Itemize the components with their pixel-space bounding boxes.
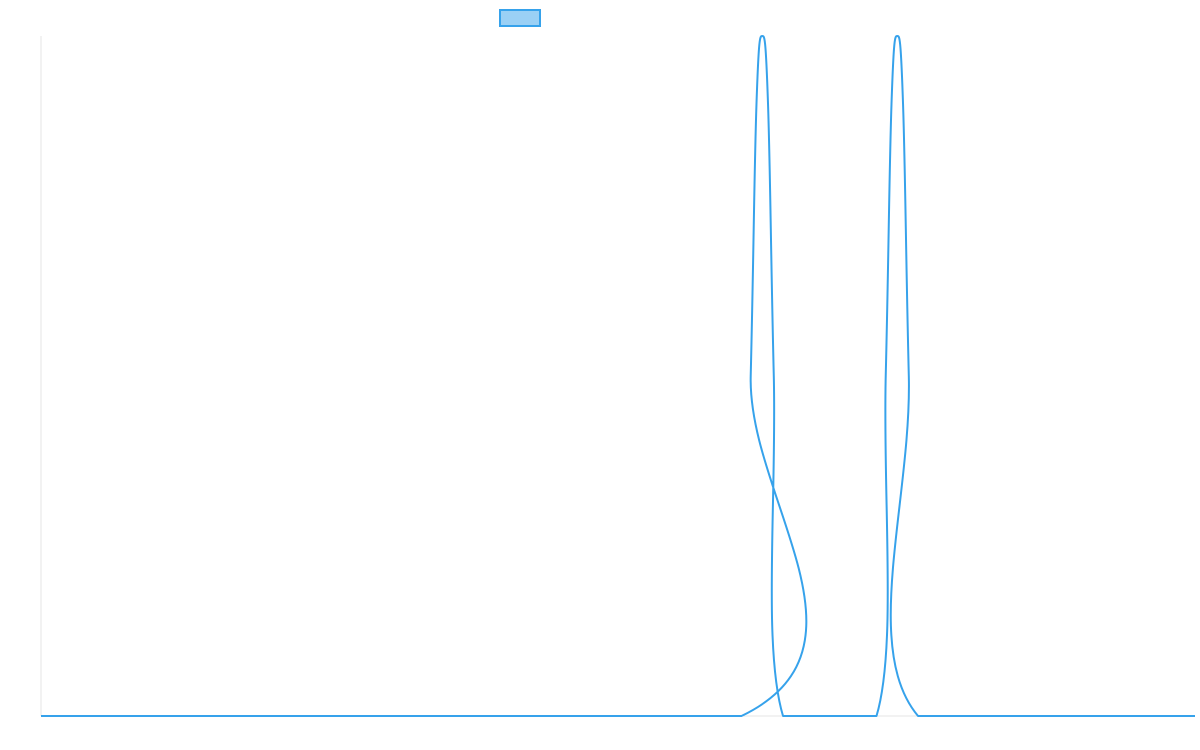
axes <box>40 36 1195 717</box>
series-line-0[interactable] <box>41 35 1195 717</box>
legend[interactable] <box>499 9 541 27</box>
legend-item-0[interactable] <box>499 9 541 27</box>
legend-swatch-0 <box>499 9 541 27</box>
series-layer <box>41 35 1195 717</box>
